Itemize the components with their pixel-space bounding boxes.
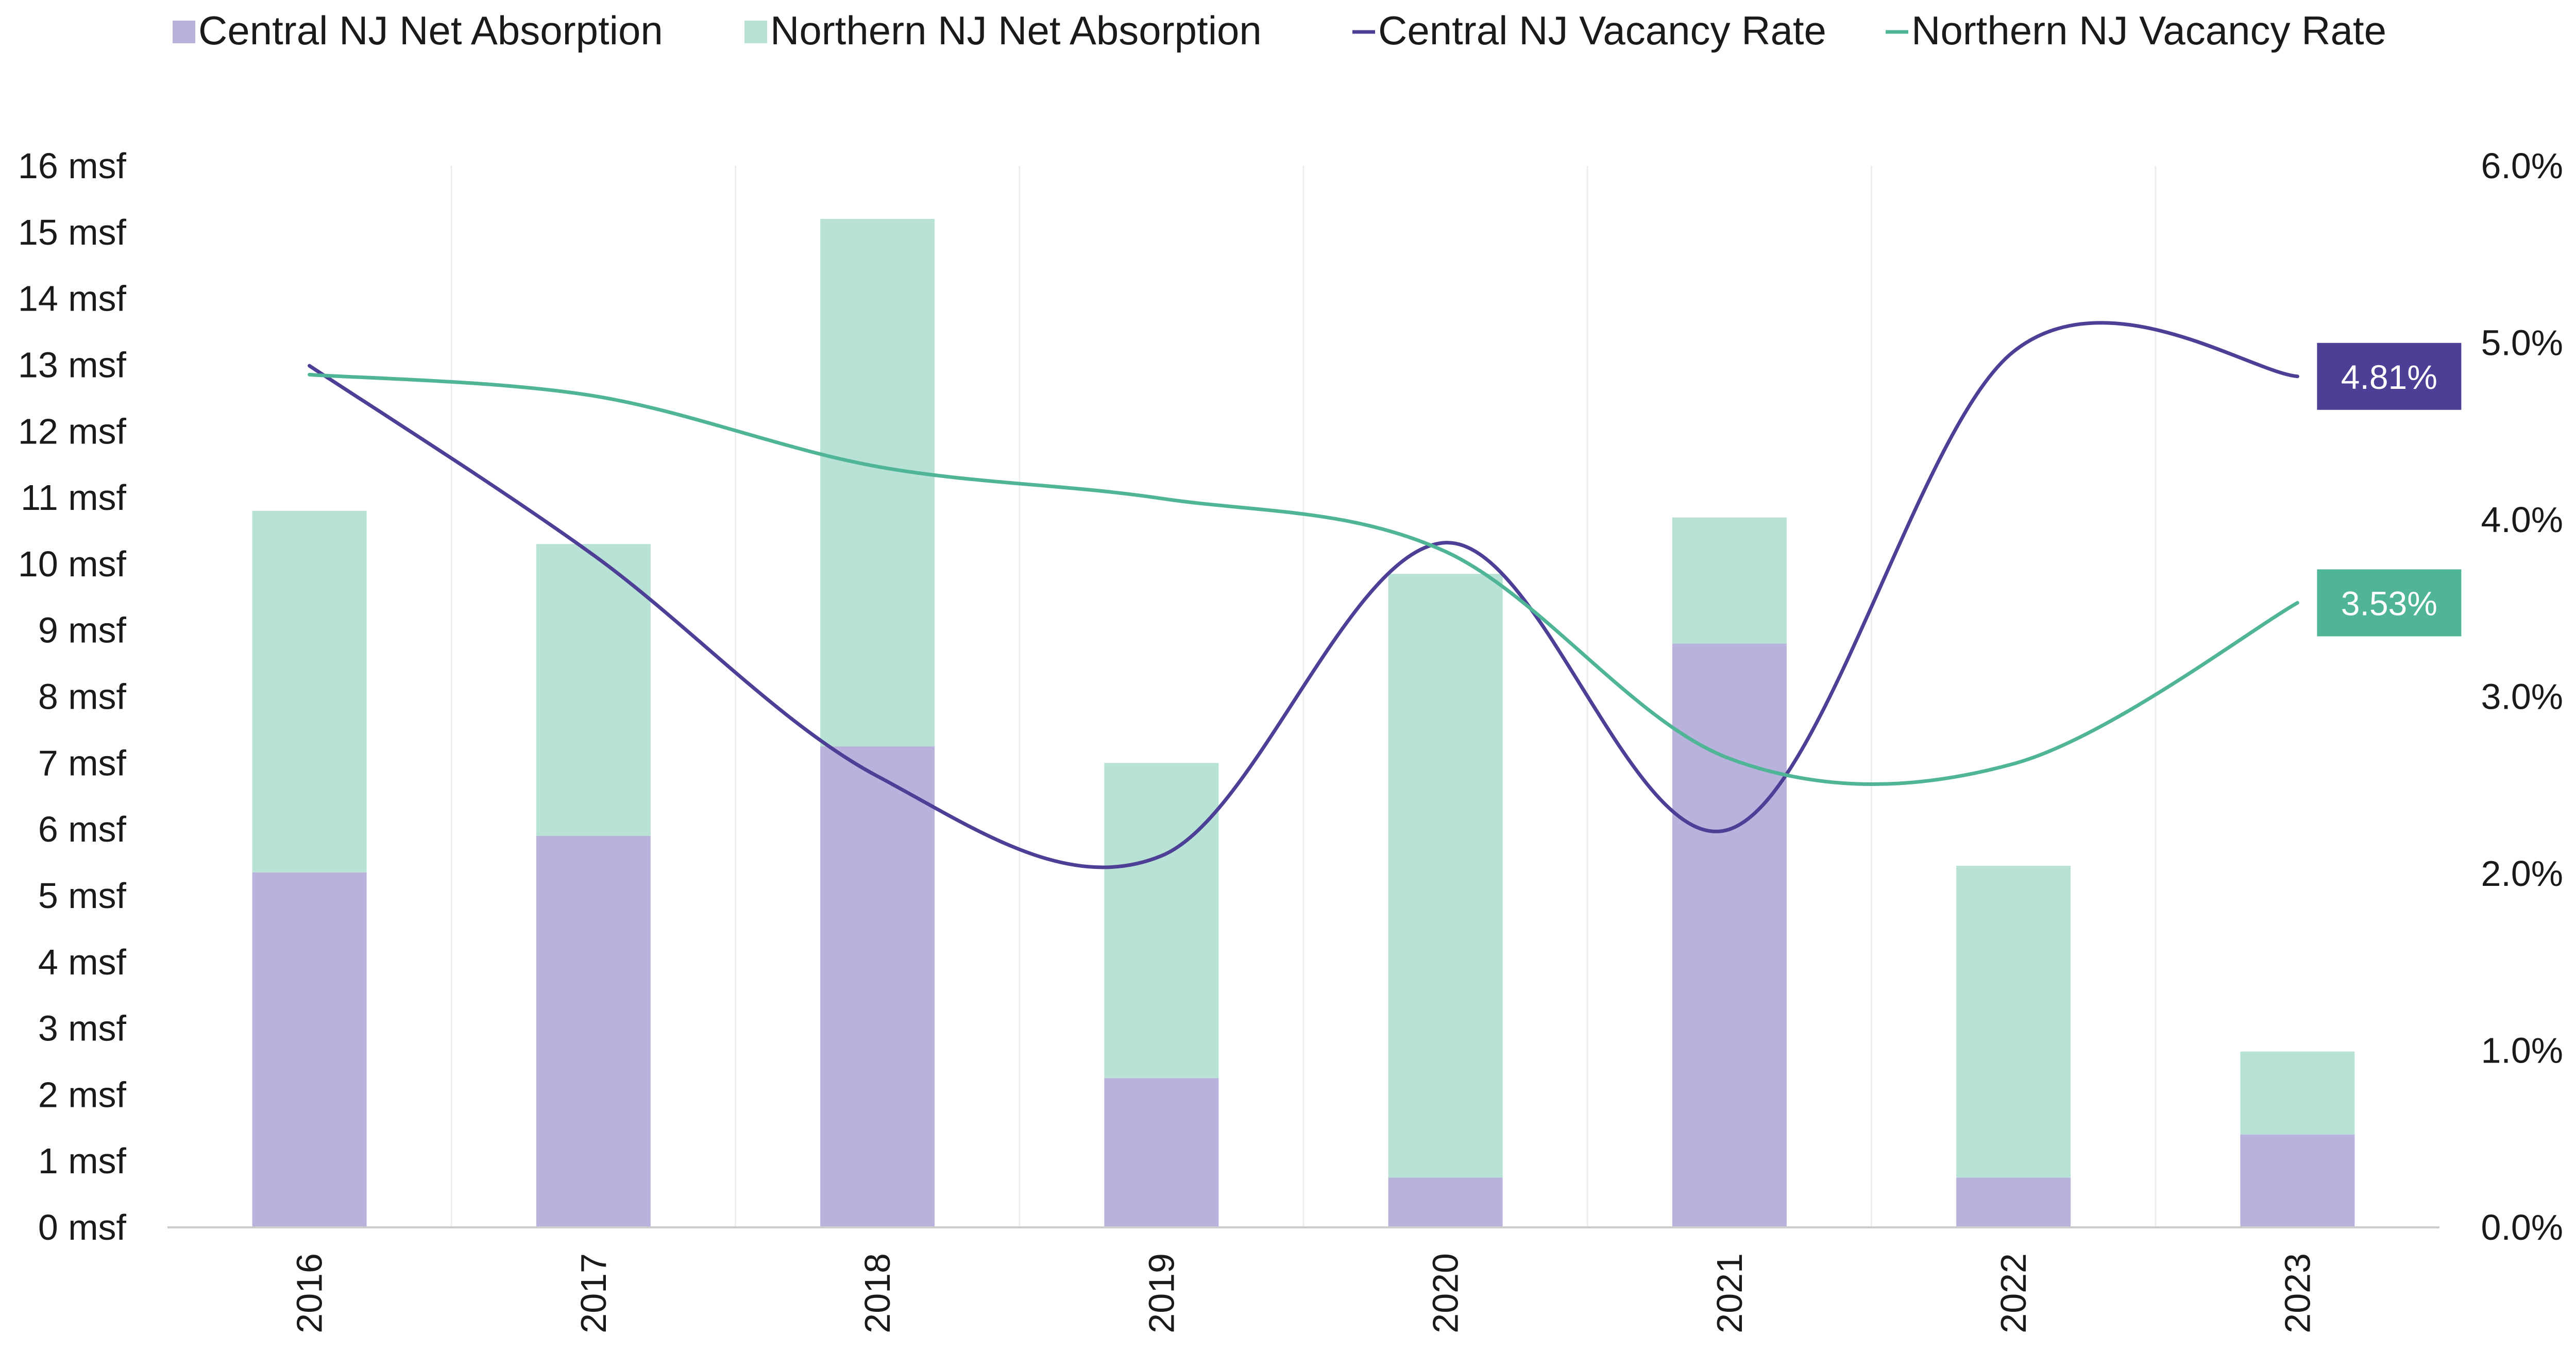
bar-central-absorption — [1956, 1177, 2071, 1227]
y-left-tick-label: 5 msf — [38, 876, 127, 916]
bar-northern-absorption — [1956, 865, 2071, 1178]
x-tick-label: 2022 — [1993, 1253, 2033, 1333]
y-left-tick-label: 16 msf — [18, 146, 127, 186]
y-left-tick-label: 15 msf — [18, 212, 127, 252]
y-left-tick-label: 0 msf — [38, 1207, 127, 1247]
y-left-tick-label: 3 msf — [38, 1008, 127, 1049]
x-tick-label: 2021 — [1709, 1253, 1750, 1333]
end-label-box-central — [2317, 343, 2462, 410]
bar-central-absorption — [820, 746, 935, 1227]
y-left-tick-label: 4 msf — [38, 942, 127, 982]
y-right-tick-label: 0.0% — [2481, 1207, 2563, 1247]
bar-central-absorption — [252, 872, 367, 1227]
bar-northern-absorption — [820, 219, 935, 747]
bar-layer — [252, 219, 2355, 1227]
line-northern-vacancy — [308, 372, 2299, 786]
y-left-tick-label: 1 msf — [38, 1141, 127, 1181]
y-right-tick-label: 2.0% — [2481, 853, 2563, 894]
line-layer — [308, 321, 2299, 869]
bar-northern-absorption — [2240, 1051, 2355, 1135]
y-left-tick-label: 7 msf — [38, 743, 127, 783]
y-left-tick-label: 2 msf — [38, 1074, 127, 1115]
bar-central-absorption — [1672, 643, 1787, 1227]
bar-northern-absorption — [1388, 574, 1503, 1178]
y-left-tick-label: 6 msf — [38, 809, 127, 849]
bar-northern-absorption — [1104, 763, 1219, 1079]
y-left-tick-label: 10 msf — [18, 544, 127, 584]
legend-label: Central NJ Vacancy Rate — [1378, 8, 1826, 53]
bar-northern-absorption — [1672, 517, 1787, 644]
legend-label: Northern NJ Vacancy Rate — [1911, 8, 2386, 53]
bar-central-absorption — [2240, 1134, 2355, 1227]
grid-layer — [450, 166, 2157, 1227]
bar-northern-absorption — [536, 544, 651, 836]
x-tick-label: 2016 — [290, 1253, 330, 1333]
y-right-tick-label: 4.0% — [2481, 500, 2563, 540]
endlabel-layer: 4.81% 3.53% — [2317, 343, 2462, 637]
legend-layer: Central NJ Net Absorption Northern NJ Net… — [173, 8, 2386, 53]
bar-northern-absorption — [252, 510, 367, 872]
y-left-tick-label: 14 msf — [18, 279, 127, 319]
y-left-tick-label: 12 msf — [18, 411, 127, 451]
y-left-tick-label: 9 msf — [38, 610, 127, 651]
legend-label: Central NJ Net Absorption — [198, 8, 663, 53]
bar-central-absorption — [1388, 1177, 1503, 1227]
end-label-box-northern — [2317, 569, 2462, 637]
y-right-tick-label: 6.0% — [2481, 146, 2563, 186]
y-right-tick-label: 5.0% — [2481, 323, 2563, 363]
legend-swatch — [173, 21, 195, 43]
x-tick-label: 2023 — [2277, 1253, 2317, 1333]
x-tick-label: 2017 — [573, 1253, 614, 1333]
y-right-tick-label: 1.0% — [2481, 1031, 2563, 1071]
x-tick-label: 2020 — [1426, 1253, 1466, 1333]
end-label-northern: 3.53% — [2341, 584, 2437, 622]
y-right-tick-label: 3.0% — [2481, 677, 2563, 717]
line-central-vacancy — [308, 321, 2299, 869]
x-tick-label: 2019 — [1141, 1253, 1181, 1333]
y-left-tick-label: 13 msf — [18, 345, 127, 385]
y-left-tick-label: 8 msf — [38, 677, 127, 717]
bar-central-absorption — [536, 836, 651, 1227]
tick-layer: 0 msf 1 msf 2 msf 3 msf 4 msf 5 msf 6 msf 7 msf… — [18, 146, 2563, 1333]
legend-label: Northern NJ Net Absorption — [770, 8, 1262, 53]
y-left-tick-label: 11 msf — [21, 477, 126, 518]
x-tick-label: 2018 — [857, 1253, 897, 1333]
bar-central-absorption — [1104, 1078, 1219, 1227]
end-label-central: 4.81% — [2341, 358, 2437, 396]
legend-swatch — [744, 21, 767, 43]
